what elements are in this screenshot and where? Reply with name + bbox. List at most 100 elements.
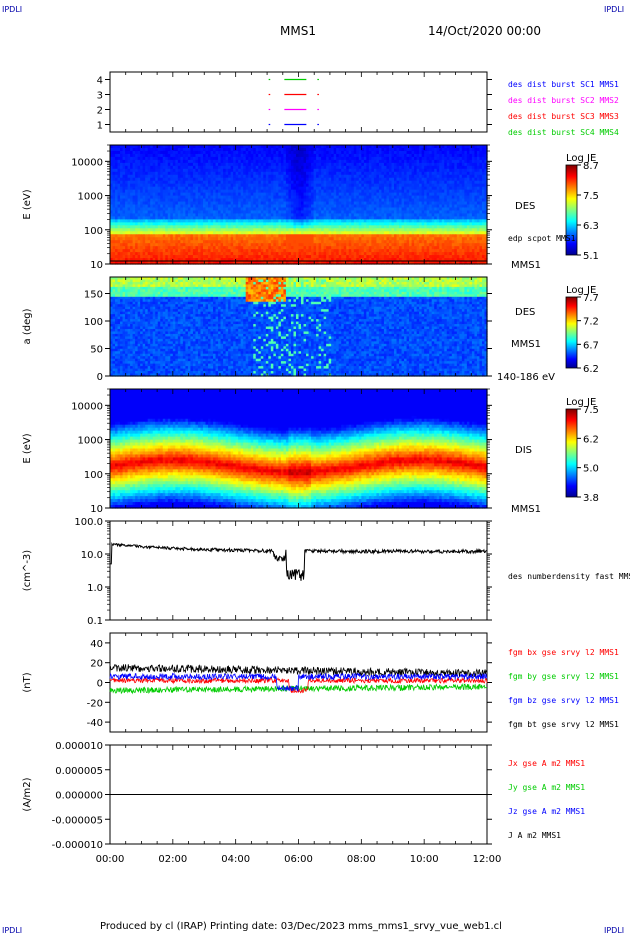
des_energy-cell <box>117 186 121 191</box>
des_energy-cell <box>135 228 139 232</box>
des_energy-cell <box>162 165 166 170</box>
des_energy-cell <box>155 228 159 232</box>
des_energy-cell <box>150 255 154 259</box>
des_energy-cell <box>112 249 116 253</box>
des_energy-cell <box>120 150 124 155</box>
des_energy-cell <box>125 153 129 158</box>
des_energy-cell <box>112 237 116 241</box>
des_energy-cell <box>117 216 121 220</box>
des_energy-cell <box>137 177 141 182</box>
des_energy-cell <box>150 258 154 262</box>
des_energy-cell <box>135 207 139 212</box>
des_energy-cell <box>152 165 156 170</box>
des_energy-cell <box>162 174 166 179</box>
des_energy-cell <box>122 222 126 226</box>
des_energy-cell <box>140 249 144 253</box>
des_energy-cell <box>110 180 114 185</box>
des_energy-cell <box>160 195 164 200</box>
des_energy-cell <box>152 255 156 259</box>
des_energy-cell <box>150 147 154 152</box>
des_energy-cell <box>117 243 121 247</box>
des_energy-cell <box>150 150 154 155</box>
des_energy-cell <box>157 174 161 179</box>
des_energy-cell <box>142 162 146 167</box>
des_energy-cell <box>110 153 114 158</box>
des_energy-cell <box>150 174 154 179</box>
des_energy-cell <box>145 162 149 167</box>
des_energy-cell <box>137 216 141 220</box>
des_energy-cell <box>132 153 136 158</box>
des_energy-cell <box>150 240 154 244</box>
des_energy-cell <box>127 150 131 155</box>
des_energy-cell <box>157 150 161 155</box>
des_energy-cell <box>115 261 119 265</box>
des_energy-cell <box>145 195 149 200</box>
des_energy-cell <box>145 156 149 161</box>
des_energy-cell <box>147 261 151 265</box>
des_energy-cell <box>145 150 149 155</box>
des_energy-cell <box>150 153 154 158</box>
des_energy-cell <box>130 195 134 200</box>
des_energy-cell <box>147 168 151 173</box>
des_energy-cell <box>150 213 154 217</box>
des_energy-cell <box>122 174 126 179</box>
des_energy-cell <box>162 168 166 173</box>
des_energy-cell <box>145 171 149 176</box>
des_energy-cell <box>127 210 131 215</box>
des_energy-cell <box>152 180 156 185</box>
des_energy-cell <box>120 219 124 223</box>
des_energy-cell <box>147 207 151 212</box>
des_energy-cell <box>135 145 139 149</box>
des_energy-cell <box>127 219 131 223</box>
des_energy-cell <box>142 165 146 170</box>
des_energy-cell <box>115 189 119 194</box>
des_energy-cell <box>160 234 164 238</box>
des_energy-cell <box>145 201 149 206</box>
des_energy-cell <box>137 252 141 256</box>
des_energy-cell <box>140 174 144 179</box>
des_energy-cell <box>137 204 141 209</box>
des_energy-cell <box>117 189 121 194</box>
des_energy-cell <box>127 207 131 212</box>
des_energy-cell <box>147 222 151 226</box>
des_energy-cell <box>112 258 116 262</box>
des_energy-cell <box>162 249 166 253</box>
des_energy-cell <box>152 171 156 176</box>
des_energy-cell <box>112 165 116 170</box>
des_energy-cell <box>162 186 166 191</box>
des_energy-cell <box>150 228 154 232</box>
des_energy-cell <box>120 210 124 215</box>
des_energy-cell <box>140 189 144 194</box>
des_energy-cell <box>132 186 136 191</box>
des_energy-cell <box>157 210 161 215</box>
des_energy-cell <box>142 177 146 182</box>
des_energy-cell <box>162 237 166 241</box>
des_energy-cell <box>142 156 146 161</box>
des_energy-cell <box>127 246 131 250</box>
des_energy-cell <box>110 261 114 265</box>
des_energy-cell <box>127 183 131 188</box>
des_energy-cell <box>110 255 114 259</box>
des_energy-cell <box>120 201 124 206</box>
des_energy-cell <box>162 243 166 247</box>
des_energy-cell <box>130 207 134 212</box>
des_energy-cell <box>135 258 139 262</box>
des_energy-cell <box>132 159 136 164</box>
des_energy-cell <box>155 198 159 203</box>
des_energy-cell <box>165 162 169 167</box>
des_energy-cell <box>162 159 166 164</box>
des_energy-cell <box>115 237 119 241</box>
des_energy-cell <box>157 246 161 250</box>
des_energy-cell <box>142 183 146 188</box>
des_energy-cell <box>127 168 131 173</box>
des_energy-cell <box>142 246 146 250</box>
des_energy-cell <box>112 255 116 259</box>
des_energy-cell <box>135 189 139 194</box>
des_energy-cell <box>150 195 154 200</box>
des_energy-cell <box>110 258 114 262</box>
des_energy-cell <box>160 145 164 149</box>
des_energy-cell <box>162 216 166 220</box>
des_energy-cell <box>162 201 166 206</box>
des_energy-cell <box>112 147 116 152</box>
des_energy-cell <box>145 183 149 188</box>
